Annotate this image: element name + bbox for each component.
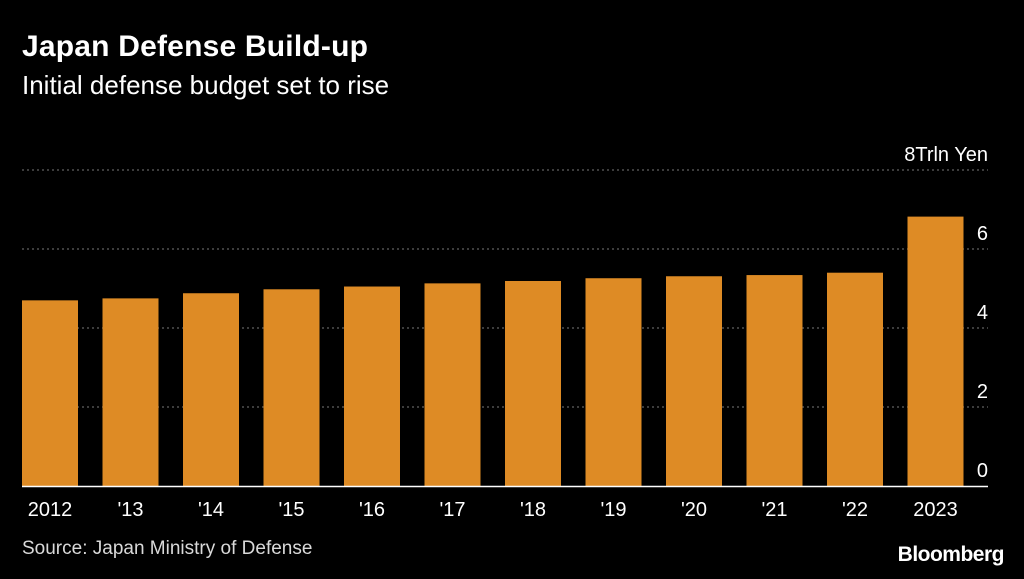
bar (746, 275, 803, 486)
bar (263, 289, 320, 486)
x-tick-label: '17 (439, 499, 465, 521)
x-tick-label: '13 (117, 499, 143, 521)
bar (827, 272, 883, 486)
bar (907, 216, 964, 487)
bar (102, 298, 159, 486)
y-tick-label: 2 (977, 381, 988, 403)
bar (424, 283, 481, 486)
x-tick-label: '20 (681, 499, 707, 521)
y-axis-ticks: 0 2 4 6 8Trln Yen (904, 144, 988, 482)
bar (666, 276, 722, 486)
y-tick-label: 4 (977, 302, 988, 324)
x-tick-label: '21 (761, 499, 787, 521)
source-note: Source: Japan Ministry of Defense (22, 538, 313, 559)
bar (183, 293, 239, 486)
bloomberg-logo: Bloomberg (897, 543, 1005, 566)
chart-title: Japan Defense Build-up (22, 30, 369, 63)
x-tick-label: '22 (842, 499, 868, 521)
bar (344, 286, 400, 486)
x-tick-label: '15 (278, 499, 304, 521)
x-tick-label: '16 (359, 499, 385, 521)
bars (22, 216, 964, 487)
x-tick-label: '19 (600, 499, 626, 521)
x-tick-label: '14 (198, 499, 224, 521)
bar (505, 280, 561, 486)
y-tick-label: 8Trln Yen (904, 144, 988, 166)
bar (585, 278, 642, 486)
x-tick-label: 2012 (28, 499, 73, 521)
x-tick-label: '18 (520, 499, 546, 521)
chart-subtitle: Initial defense budget set to rise (22, 70, 390, 100)
y-tick-label: 6 (977, 223, 988, 245)
y-tick-label: 0 (977, 460, 988, 482)
bar (22, 300, 78, 486)
x-tick-label: 2023 (913, 499, 958, 521)
x-axis-ticks: 2012 '13 '14 '15 '16 '17 '18 '19 '20 '21 '22 2023 (28, 499, 958, 521)
